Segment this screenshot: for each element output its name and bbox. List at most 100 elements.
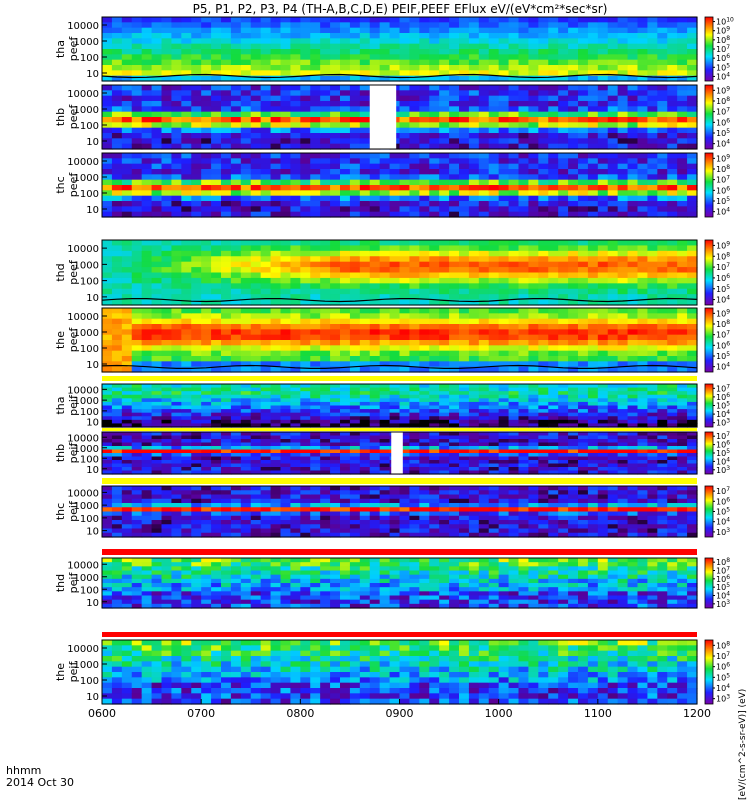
heatmap-cell <box>102 416 113 421</box>
heatmap-cell <box>449 111 460 118</box>
heatmap-cell <box>399 153 411 159</box>
heatmap-cell <box>419 195 430 202</box>
heatmap-cell <box>538 201 549 207</box>
heatmap-cell <box>508 401 520 407</box>
colorbar-tick-label: 108 <box>716 251 730 261</box>
heatmap-cell <box>389 240 401 247</box>
heatmap-cell <box>508 277 520 284</box>
heatmap-cell <box>518 49 530 55</box>
heatmap-cell <box>468 174 480 181</box>
heatmap-cell <box>240 345 252 352</box>
heatmap-cell <box>369 439 381 444</box>
heatmap-cell <box>369 174 381 181</box>
heatmap-cell <box>290 17 301 23</box>
heatmap-cell <box>578 250 589 257</box>
heatmap-cell <box>568 158 579 165</box>
heatmap-cell <box>587 95 599 102</box>
heatmap-cell <box>488 394 500 399</box>
heatmap-cell <box>230 211 242 218</box>
heatmap-cell <box>211 446 222 451</box>
heatmap-cell <box>131 453 143 458</box>
heatmap-cell <box>498 85 510 91</box>
heatmap-cell <box>508 384 520 389</box>
heatmap-cell <box>349 412 361 417</box>
heatmap-cell <box>568 277 579 284</box>
heatmap-cell <box>488 435 500 440</box>
heatmap-cell <box>111 345 123 352</box>
heatmap-cell <box>260 391 272 396</box>
heatmap-cell <box>647 384 658 389</box>
heatmap-cell <box>349 38 361 45</box>
heatmap-cell <box>349 456 361 461</box>
heatmap-cell <box>102 111 113 118</box>
heatmap-cell <box>439 324 450 330</box>
heatmap-cell <box>607 283 619 290</box>
heatmap-cell <box>121 467 133 472</box>
heatmap-cell <box>260 350 272 357</box>
heatmap-cell <box>667 405 678 410</box>
heatmap-cell <box>300 453 311 458</box>
heatmap-cell <box>647 350 658 357</box>
heatmap-cell <box>151 456 163 461</box>
heatmap-cell <box>597 277 609 284</box>
heatmap-cell <box>498 453 510 458</box>
heatmap-cell <box>597 153 609 159</box>
heatmap-cell <box>211 206 222 213</box>
heatmap-cell <box>102 59 113 66</box>
heatmap-cell <box>419 201 430 207</box>
heatmap-cell <box>161 133 173 139</box>
heatmap-cell <box>260 143 272 150</box>
heatmap-cell <box>508 329 520 336</box>
heatmap-cell <box>310 90 321 97</box>
heatmap-cell <box>201 387 212 392</box>
heatmap-cell <box>627 49 639 55</box>
heatmap-cell <box>260 59 272 66</box>
heatmap-cell <box>687 101 698 107</box>
heatmap-cell <box>379 245 391 252</box>
heatmap-cell <box>330 340 341 346</box>
heatmap-cell <box>627 206 639 213</box>
heatmap-cell <box>131 398 143 403</box>
heatmap-cell <box>607 334 619 341</box>
heatmap-cell <box>221 267 232 274</box>
heatmap-cell <box>429 65 440 71</box>
heatmap-cell <box>607 211 619 218</box>
heatmap-cell <box>201 435 212 440</box>
heatmap-cell <box>320 122 331 129</box>
heatmap-cell <box>488 299 500 306</box>
heatmap-cell <box>419 405 430 410</box>
heatmap-cell <box>667 138 678 145</box>
heatmap-cell <box>300 117 311 123</box>
heatmap-cell <box>488 340 500 346</box>
heatmap-cell <box>280 117 292 123</box>
heatmap-cell <box>191 17 202 23</box>
heatmap-cell <box>280 75 292 82</box>
heatmap-cell <box>518 65 530 71</box>
heatmap-cell <box>478 442 490 447</box>
heatmap-cell <box>667 90 678 97</box>
heatmap-cell <box>587 356 599 362</box>
heatmap-cell <box>161 435 173 440</box>
heatmap-cell <box>498 463 510 468</box>
heatmap-cell <box>369 288 381 295</box>
heatmap-cell <box>449 138 460 145</box>
heatmap-cell <box>111 117 123 123</box>
heatmap-cell <box>399 294 411 301</box>
heatmap-cell <box>389 65 401 71</box>
heatmap-cell <box>340 456 351 461</box>
heatmap-cell <box>290 138 301 145</box>
heatmap-cell <box>359 43 371 50</box>
heatmap-cell <box>141 256 153 263</box>
heatmap-cell <box>369 201 381 207</box>
heatmap-cell <box>647 308 658 314</box>
heatmap-cell <box>429 201 440 207</box>
heatmap-cell <box>260 179 272 186</box>
heatmap-cell <box>687 143 698 150</box>
heatmap-cell <box>171 405 182 410</box>
heatmap-cell <box>568 17 579 23</box>
heatmap-cell <box>270 75 282 82</box>
heatmap-cell <box>320 449 331 454</box>
heatmap-cell <box>617 391 629 396</box>
heatmap-cell <box>161 138 173 145</box>
heatmap-cell <box>389 419 401 425</box>
